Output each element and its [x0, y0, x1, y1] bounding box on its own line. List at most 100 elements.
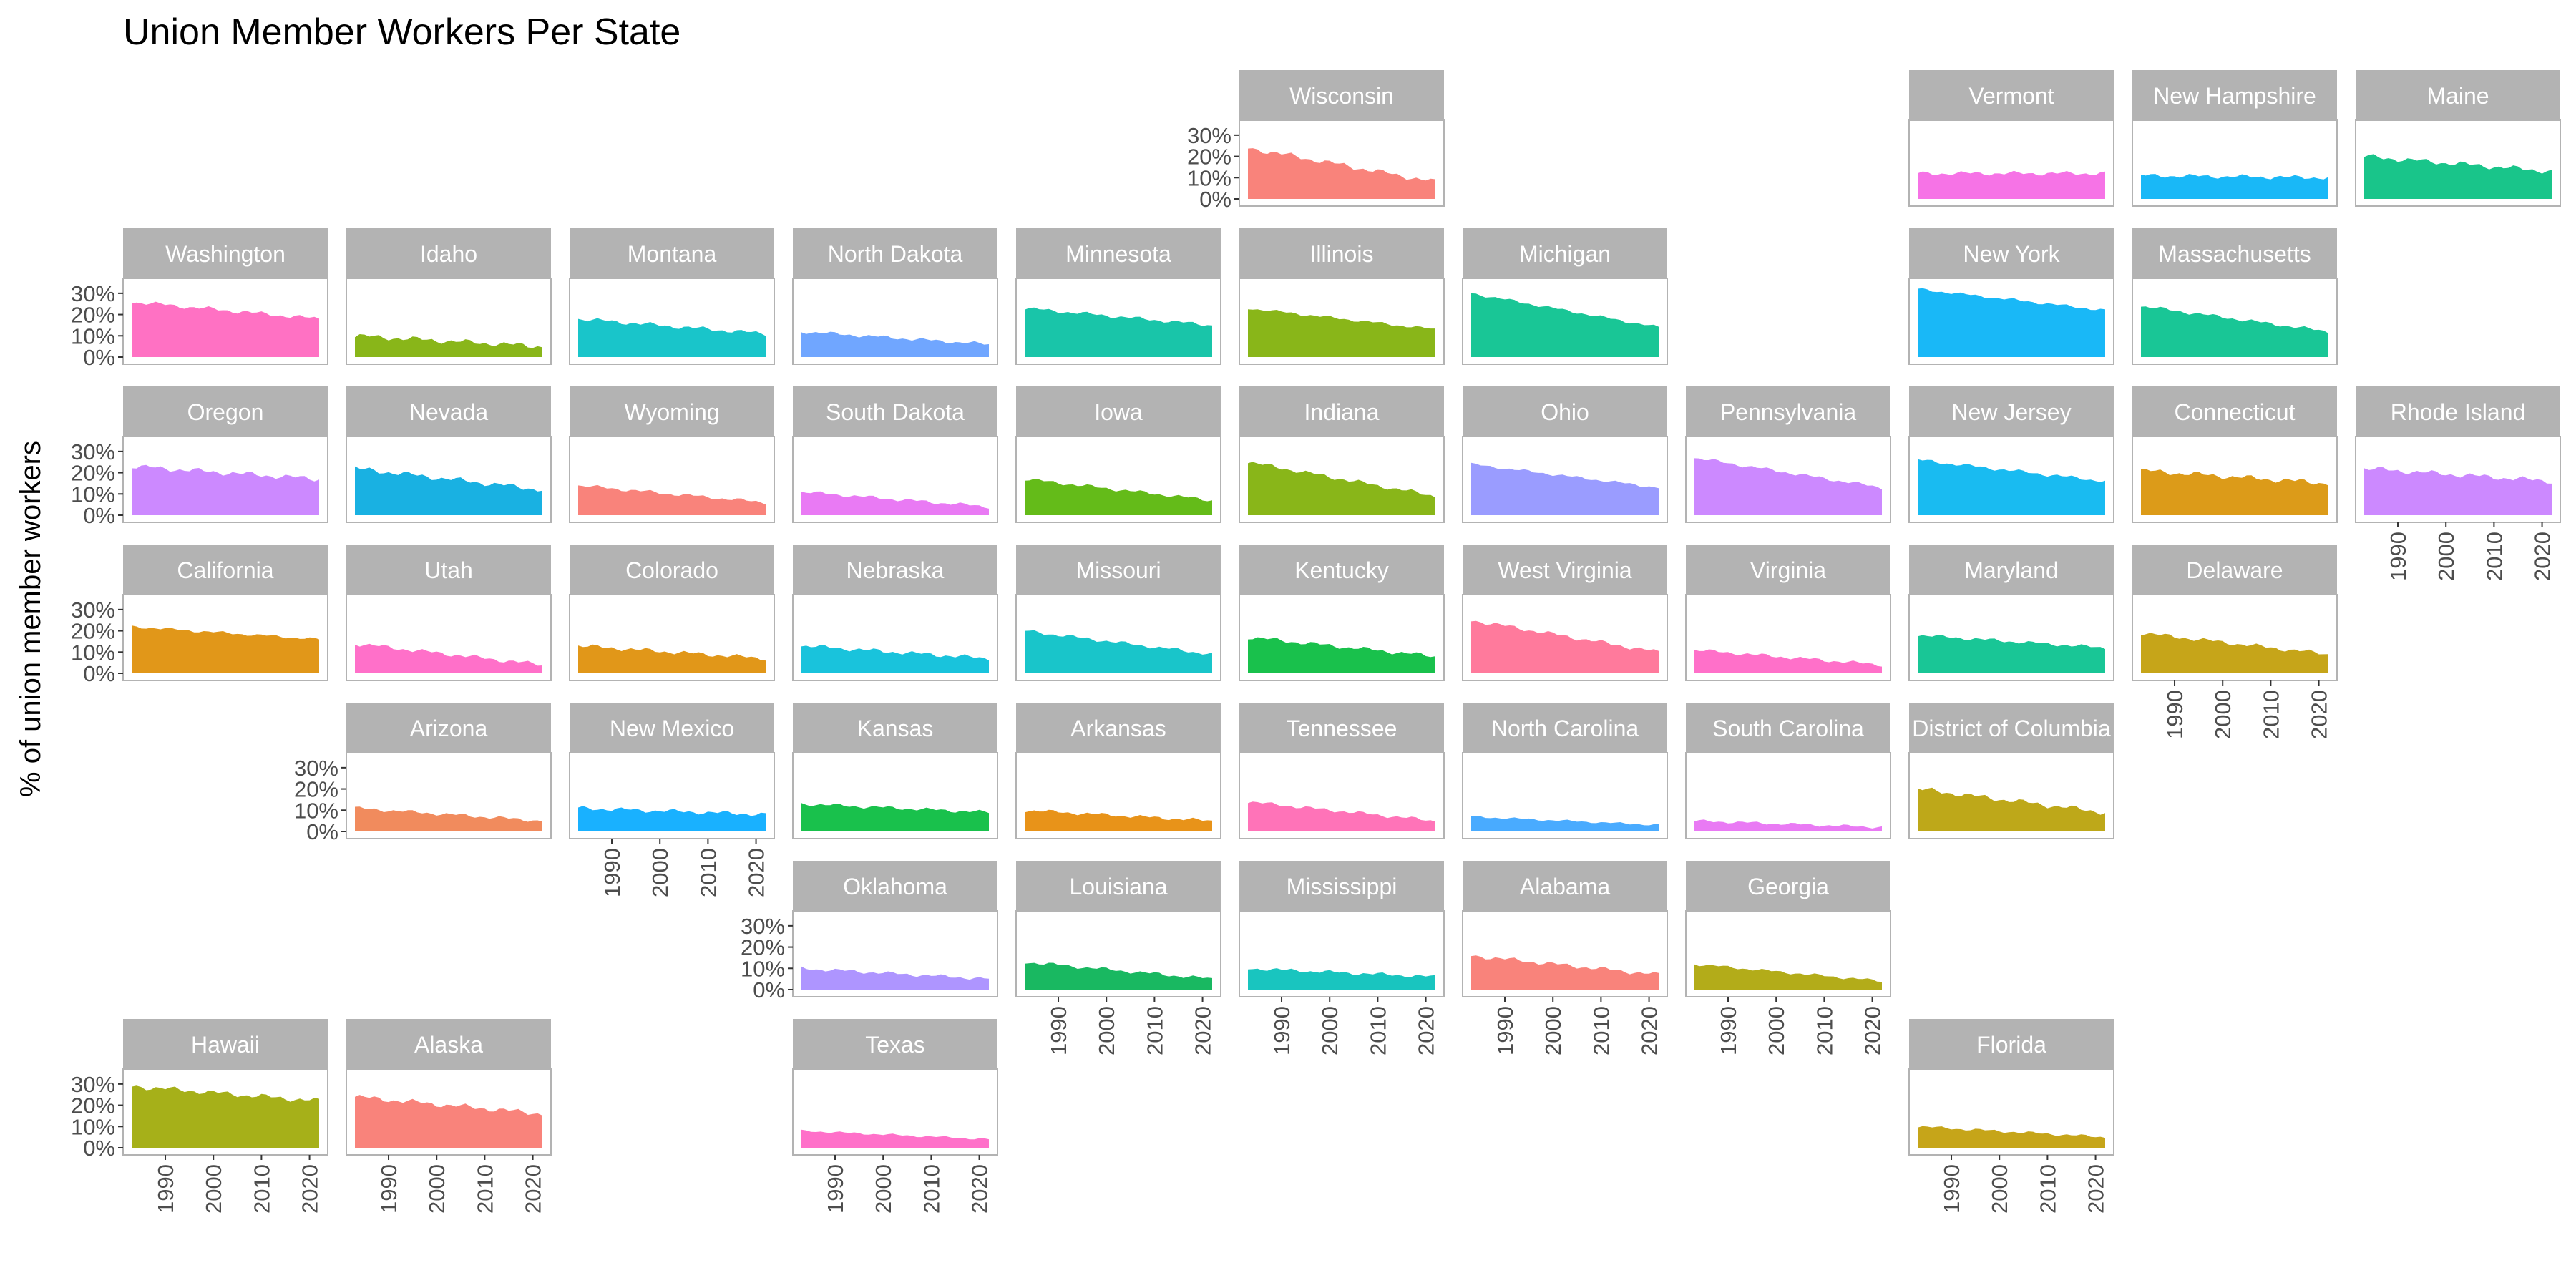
y-tick-label: 10%: [71, 1114, 115, 1139]
panel-strip: [1016, 386, 1221, 436]
panel-alabama: Alabama 1990 2000 2010 2020: [1462, 861, 1668, 1055]
panel-california: California 0%10%20%30%: [71, 545, 328, 686]
area-series-pennsylvania: [1694, 458, 1882, 515]
panel-strip: [793, 1019, 997, 1069]
y-tick-label: 30%: [71, 597, 115, 623]
panel-strip: [570, 703, 774, 753]
x-tick-label: 2010: [1142, 1006, 1167, 1055]
x-tick-label: 2020: [2307, 690, 2332, 739]
area-series-north-dakota: [801, 331, 989, 357]
x-tick-label: 1990: [1046, 1006, 1071, 1055]
panel-strip-label: New Hampshire: [2153, 83, 2316, 109]
x-tick-label: 1990: [1716, 1006, 1741, 1055]
area-series-hawaii: [132, 1085, 319, 1148]
panel-strip: [346, 1019, 551, 1069]
panel-strip-label: Virginia: [1750, 557, 1826, 583]
panel-strip: [793, 386, 997, 436]
panel-strip: [2356, 386, 2560, 436]
panel-utah: Utah: [346, 545, 552, 681]
x-tick-label: 2020: [298, 1164, 323, 1214]
panel-georgia: Georgia 1990 2000 2010 2020: [1685, 861, 1891, 1055]
y-tick-label: 20%: [71, 303, 115, 328]
panel-strip: [2132, 545, 2337, 595]
panel-strip-label: Texas: [865, 1032, 925, 1058]
x-tick-label: 2000: [424, 1164, 449, 1214]
panel-strip-label: Hawaii: [191, 1032, 260, 1058]
panel-strip-label: West Virginia: [1498, 557, 1632, 583]
area-series-new-york: [1918, 288, 2105, 357]
panel-missouri: Missouri: [1015, 545, 1221, 681]
panel-strip: [1463, 228, 1667, 278]
panel-strip-label: Ohio: [1541, 399, 1589, 425]
panel-strip-label: Mississippi: [1287, 874, 1397, 899]
area-series-missouri: [1025, 630, 1212, 673]
panel-strip-label: Alaska: [414, 1032, 483, 1058]
panel-massachusetts: Massachusetts: [2132, 228, 2338, 365]
panel-strip: [1239, 703, 1444, 753]
y-tick-label: 0%: [306, 819, 338, 844]
y-tick-label: 20%: [71, 1093, 115, 1118]
panel-strip-label: Michigan: [1519, 241, 1611, 267]
x-tick-label: 2020: [967, 1164, 992, 1214]
panel-iowa: Iowa: [1015, 386, 1221, 523]
y-tick-label: 10%: [71, 482, 115, 507]
panel-south-carolina: South Carolina: [1685, 703, 1891, 839]
panel-strip: [123, 386, 328, 436]
panel-strip: [1686, 545, 1890, 595]
y-tick-label: 0%: [753, 977, 785, 1002]
x-tick-label: 2020: [744, 848, 769, 897]
panel-strip-label: South Dakota: [826, 399, 965, 425]
panel-arkansas: Arkansas: [1015, 703, 1221, 839]
panel-maryland: Maryland: [1908, 545, 2114, 681]
y-tick-label: 30%: [741, 914, 785, 939]
panel-new-hampshire: New Hampshire: [2132, 70, 2338, 207]
panel-mississippi: Mississippi 1990 2000 2010 2020: [1239, 861, 1445, 1055]
panel-strip: [1909, 1019, 2114, 1069]
panel-strip: [1463, 545, 1667, 595]
panel-wyoming: Wyoming: [569, 386, 775, 523]
x-tick-label: 2010: [2035, 1164, 2060, 1214]
panel-strip: [570, 386, 774, 436]
x-tick-label: 2010: [696, 848, 721, 897]
area-series-oregon: [132, 464, 319, 515]
panel-arizona: Arizona 0%10%20%30%: [294, 703, 552, 844]
panel-delaware: Delaware 1990 2000 2010 2020: [2132, 545, 2338, 739]
panel-strip: [1909, 386, 2114, 436]
panel-strip-label: Illinois: [1310, 241, 1374, 267]
y-tick-label: 20%: [741, 935, 785, 960]
panel-strip: [2132, 386, 2337, 436]
panel-illinois: Illinois: [1239, 228, 1445, 365]
x-tick-label: 2000: [1317, 1006, 1342, 1055]
panel-strip: [346, 545, 551, 595]
panel-rhode-island: Rhode Island 1990 2000 2010 2020: [2355, 386, 2561, 581]
panel-strip: [570, 228, 774, 278]
panel-strip-label: Washington: [165, 241, 286, 267]
area-series-california: [132, 625, 319, 673]
y-tick-label: 30%: [1187, 123, 1231, 148]
area-series-vermont: [1918, 170, 2105, 199]
area-series-utah: [355, 643, 542, 673]
area-series-new-jersey: [1918, 459, 2105, 515]
x-tick-label: 2010: [919, 1164, 944, 1214]
x-tick-label: 2010: [472, 1164, 497, 1214]
x-tick-label: 1990: [600, 848, 625, 897]
panel-north-carolina: North Carolina: [1462, 703, 1668, 839]
panel-strip-label: District of Columbia: [1912, 716, 2111, 741]
panel-north-dakota: North Dakota: [792, 228, 998, 365]
panel-strip: [1239, 70, 1444, 120]
area-series-north-carolina: [1471, 816, 1659, 831]
panel-kansas: Kansas: [792, 703, 998, 839]
y-tick-label: 10%: [741, 956, 785, 981]
panel-strip: [346, 703, 551, 753]
panel-strip-label: South Carolina: [1712, 716, 1864, 741]
panel-strip: [1686, 386, 1890, 436]
area-series-arizona: [355, 806, 542, 831]
x-tick-label: 2000: [1764, 1006, 1789, 1055]
panel-strip-label: Arkansas: [1070, 716, 1166, 741]
panel-montana: Montana: [569, 228, 775, 365]
y-tick-label: 0%: [83, 1136, 115, 1161]
panel-florida: Florida 1990 2000 2010 2020: [1908, 1019, 2114, 1214]
panel-strip-label: Oklahoma: [843, 874, 947, 899]
panel-strip: [1016, 861, 1221, 911]
x-tick-label: 1990: [1493, 1006, 1518, 1055]
